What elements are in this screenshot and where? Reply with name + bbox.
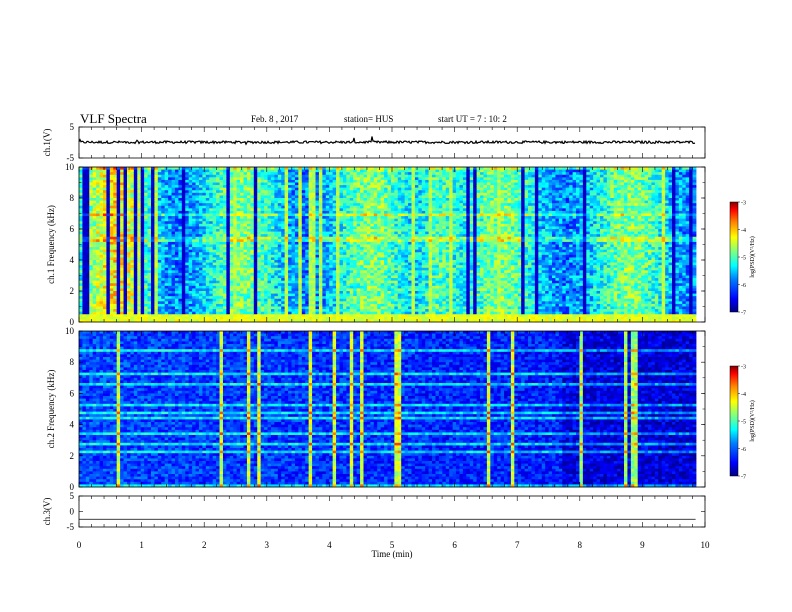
colorbar-1-tick-label: -6: [741, 283, 746, 289]
x-tick-label: 4: [327, 540, 332, 550]
panel-0-ytick-label: -5: [67, 153, 75, 163]
colorbar-2-tick-label: -4: [741, 392, 746, 398]
panel-2-ytick-label: 6: [70, 388, 75, 398]
panel-1-ytick-label: 8: [70, 193, 75, 203]
colorbar-2: [729, 365, 739, 477]
header-start-ut: start UT = 7 : 10: 2: [438, 114, 507, 124]
panel-3-ytick-label: 0: [70, 507, 75, 517]
panel-1-ylabel: ch.1 Frequency (kHz): [46, 205, 56, 284]
colorbar-1: [729, 201, 739, 313]
panel-1-ytick-label: 4: [70, 255, 75, 265]
colorbar-1-tick-label: -5: [741, 256, 746, 262]
spectrogram-1-cells: [79, 167, 697, 323]
figure-title: VLF Spectra: [80, 111, 147, 127]
panel-3-ytick-label: -5: [67, 522, 75, 532]
x-tick-label: 8: [578, 540, 583, 550]
panel-1-ytick-label: 10: [65, 162, 75, 172]
panel-2-ytick-label: 0: [70, 482, 75, 492]
ch1-trace: [78, 136, 696, 146]
header-date: Feb. 8 , 2017: [251, 114, 298, 124]
colorbar-2-tick-label: -5: [741, 420, 746, 426]
colorbar-1-label: log(PSD)(V²/Hz): [749, 236, 756, 277]
panel-3-ytick-label: 5: [70, 491, 75, 501]
header-station: station= HUS: [344, 114, 393, 124]
panel-0-ylabel: ch.1(V): [42, 129, 52, 157]
x-tick-label: 0: [77, 540, 82, 550]
x-tick-label: 1: [139, 540, 144, 550]
panel-2-ytick-label: 8: [70, 357, 75, 367]
colorbar-1-tick-label: -4: [741, 228, 746, 234]
panel-2-ytick-label: 2: [70, 451, 75, 461]
colorbar-2-label: log(PSD)(V²/Hz): [749, 400, 756, 441]
x-tick-label: 7: [515, 540, 520, 550]
x-tick-label: 5: [390, 540, 395, 550]
x-tick-label: 3: [265, 540, 270, 550]
panel-1-ytick-label: 6: [70, 224, 75, 234]
panel-2-ylabel: ch.2 Frequency (kHz): [46, 370, 56, 449]
panel-2-ytick-label: 10: [65, 326, 75, 336]
panel-2-ytick-label: 4: [70, 420, 75, 430]
x-tick-label: 9: [640, 540, 645, 550]
colorbar-2-tick-label: -6: [741, 447, 746, 453]
panel-1-ytick-label: 2: [70, 286, 75, 296]
panel-0-ytick-label: 5: [70, 122, 75, 132]
colorbar-2-tick-label: -3: [741, 365, 746, 371]
spectrogram-2-cells: [79, 331, 697, 488]
colorbar-2-tick-label: -7: [741, 475, 746, 481]
colorbar-1-tick-label: -7: [741, 311, 746, 317]
colorbar-1-tick-label: -3: [741, 201, 746, 207]
x-tick-label: 6: [452, 540, 457, 550]
panel-1-ytick-label: 0: [70, 317, 75, 327]
x-tick-label: 2: [202, 540, 207, 550]
panel-3-ylabel: ch.3(V): [42, 498, 52, 526]
x-axis-label: Time (min): [372, 549, 413, 559]
x-tick-label: 10: [701, 540, 711, 550]
